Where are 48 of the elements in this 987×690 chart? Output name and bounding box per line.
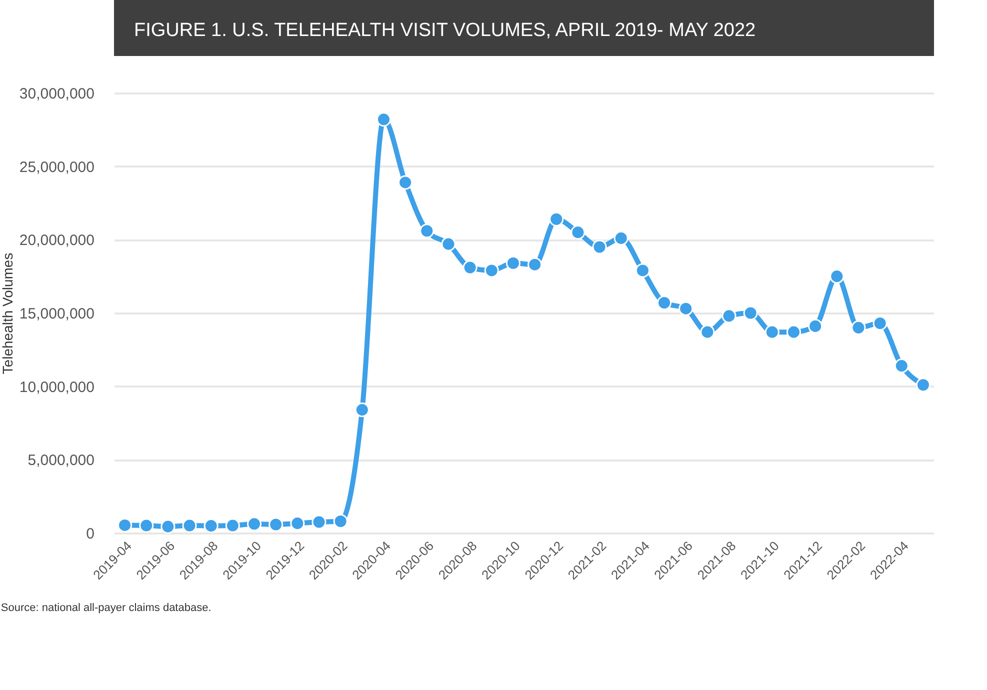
point <box>139 518 154 533</box>
point <box>160 519 176 534</box>
point <box>635 263 650 278</box>
point <box>872 316 888 331</box>
y-tick-label: 15,000,000 <box>19 306 94 322</box>
y-tick-label: 20,000,000 <box>19 232 94 250</box>
point <box>722 308 736 324</box>
y-axis-title: Telehealth Volumes <box>0 252 16 374</box>
point <box>764 324 780 340</box>
point <box>398 175 413 190</box>
y-tick-label: 30,000,000 <box>19 86 94 102</box>
point <box>441 236 456 252</box>
point <box>312 514 326 530</box>
point <box>376 112 392 127</box>
chart-title: FIGURE 1. U.S. TELEHEALTH VISIT VOLUMES, APRIL 2019- MAY 2022 <box>134 20 756 41</box>
point <box>225 518 240 533</box>
point <box>462 260 478 275</box>
point <box>354 402 370 418</box>
point <box>246 516 262 532</box>
point <box>678 301 694 316</box>
point <box>656 295 672 310</box>
y-tick-label: 25,000,000 <box>19 158 94 176</box>
point <box>484 263 499 278</box>
point <box>786 324 802 340</box>
point <box>614 230 628 246</box>
y-tick-label: 10,000,000 <box>19 378 94 396</box>
point <box>830 269 844 284</box>
point <box>528 257 542 272</box>
point <box>916 378 930 392</box>
point <box>743 306 758 320</box>
point <box>333 514 348 529</box>
point <box>204 518 218 534</box>
y-tick-label: 0 <box>86 526 94 542</box>
point <box>290 516 305 531</box>
point <box>808 318 823 334</box>
point <box>592 240 607 254</box>
source-note: Source: national all-payer claims database. <box>0 602 212 614</box>
point <box>570 225 586 240</box>
point <box>894 358 909 374</box>
point <box>549 212 564 226</box>
point <box>118 518 132 532</box>
point <box>420 224 434 238</box>
y-tick-label: 5,000,000 <box>28 452 94 470</box>
point <box>851 320 866 335</box>
point <box>268 517 284 532</box>
point <box>700 324 715 340</box>
point <box>506 256 520 270</box>
point <box>182 518 197 533</box>
